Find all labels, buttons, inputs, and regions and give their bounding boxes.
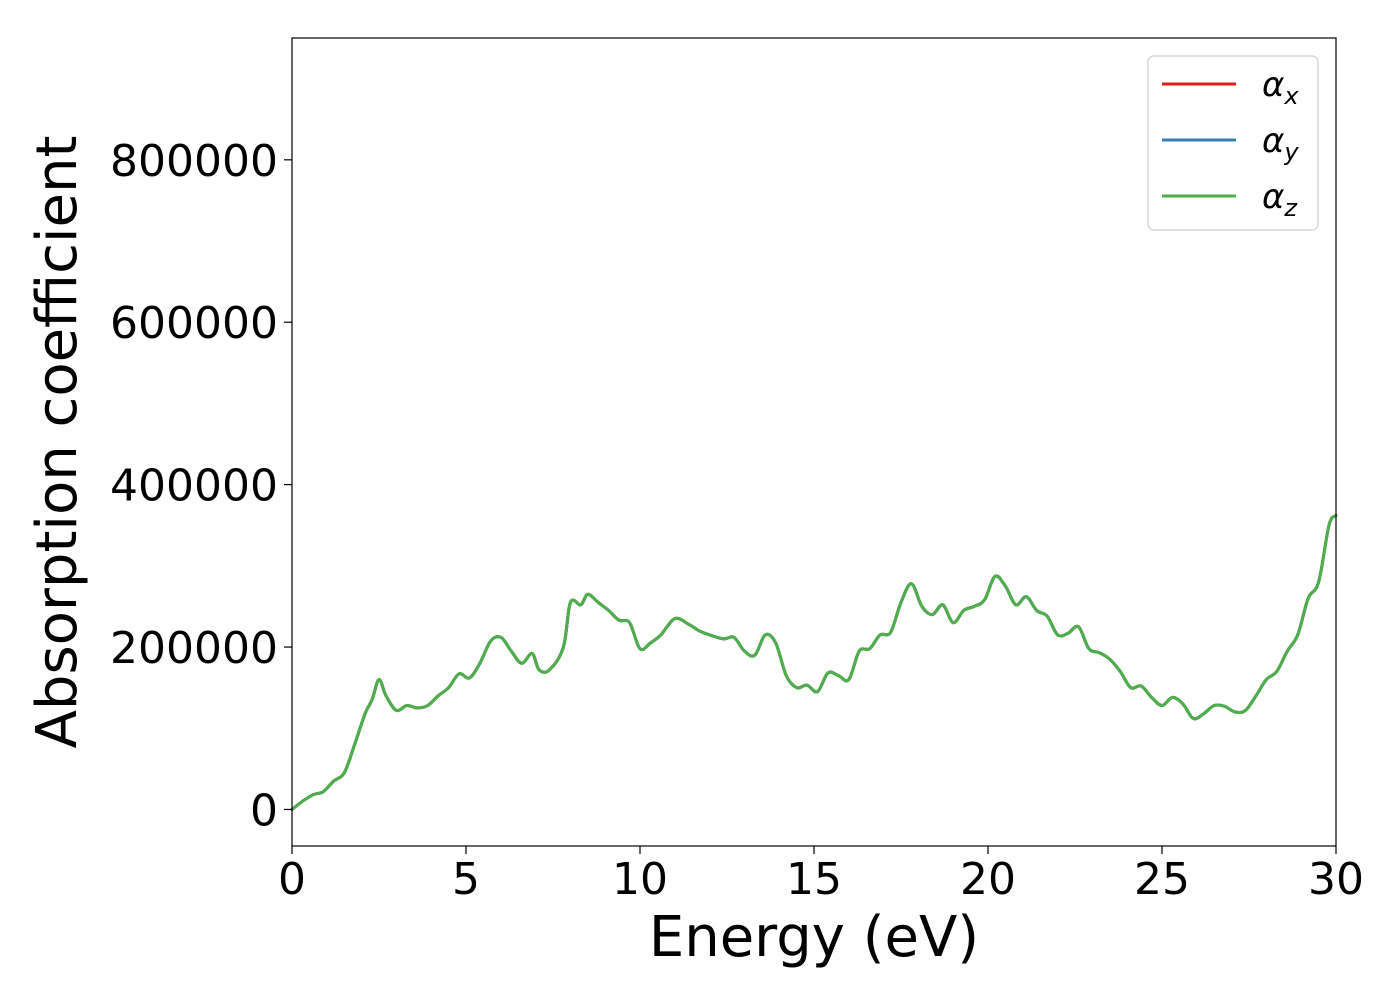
x-axis: 0 5 10 15 20 25 30 xyxy=(278,846,1364,905)
x-tick-label: 0 xyxy=(278,854,306,905)
legend-label: αx xyxy=(1262,65,1299,110)
y-axis: 0 200000 400000 600000 800000 xyxy=(110,136,292,836)
legend: αx αy αz xyxy=(1147,55,1319,231)
legend-label: αy xyxy=(1262,121,1299,166)
legend-item: αz xyxy=(1162,177,1298,222)
x-axis-title: Energy (eV) xyxy=(649,905,979,970)
legend-item: αx xyxy=(1162,65,1299,110)
x-tick-label: 30 xyxy=(1308,854,1364,905)
y-tick-label: 800000 xyxy=(110,136,278,187)
y-tick-label: 400000 xyxy=(110,461,278,512)
y-tick-label: 0 xyxy=(250,785,278,836)
x-tick-label: 15 xyxy=(786,854,842,905)
y-tick-label: 200000 xyxy=(110,623,278,674)
y-tick-label: 600000 xyxy=(110,298,278,349)
x-tick-label: 20 xyxy=(960,854,1016,905)
x-tick-label: 25 xyxy=(1134,854,1190,905)
legend-item: αy xyxy=(1162,121,1299,166)
x-tick-label: 10 xyxy=(612,854,668,905)
x-tick-label: 5 xyxy=(452,854,480,905)
y-axis-title: Absorption coefficient xyxy=(25,136,90,749)
legend-box xyxy=(1147,55,1319,231)
legend-label: αz xyxy=(1262,177,1298,222)
series-layer xyxy=(290,514,1338,811)
series-line-2 xyxy=(290,514,1338,811)
